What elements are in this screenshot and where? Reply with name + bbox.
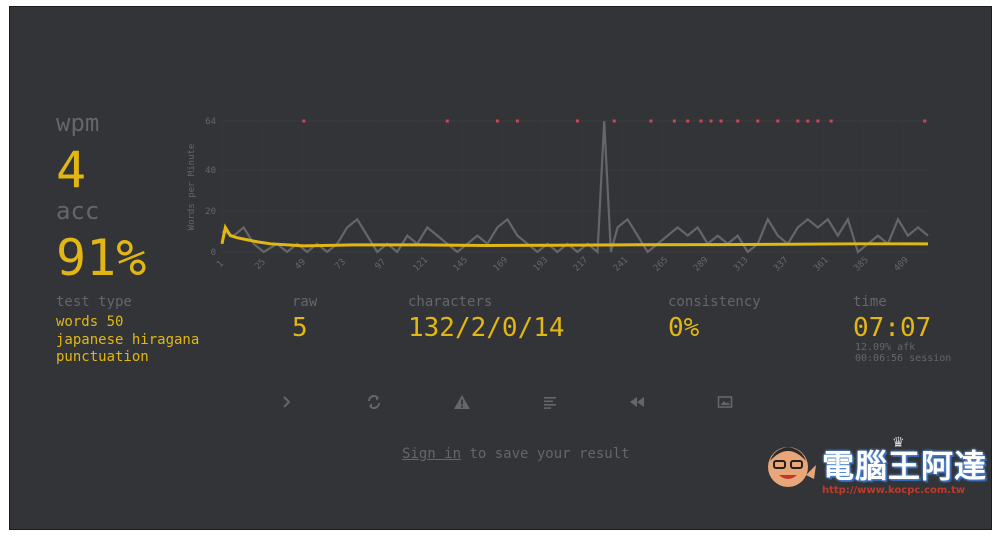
x-tick-label: 121: [412, 255, 431, 274]
x-tick-label: 385: [852, 255, 871, 274]
afk-percent: 12.09% afk: [855, 342, 916, 353]
mascot-icon: [768, 447, 816, 487]
x-tick-label: 337: [772, 255, 791, 274]
wpm-value: 4: [56, 141, 87, 199]
time-details: 12.09% afk 00:06:56 session: [855, 342, 951, 364]
y-tick-label: 64: [205, 117, 216, 127]
error-point: [302, 119, 306, 123]
acc-label: acc: [56, 197, 100, 225]
error-point: [495, 119, 499, 123]
consistency-label: consistency: [668, 294, 761, 310]
report-icon: [454, 395, 470, 409]
x-tick-label: 193: [532, 255, 551, 274]
test-type-values: words 50 japanese hiragana punctuation: [56, 314, 199, 367]
watermark-logo: 電腦王阿達 http://www.kocpc.com.tw ♛: [762, 435, 987, 499]
error-point: [829, 119, 833, 123]
error-point: [806, 119, 810, 123]
x-tick-label: 25: [253, 257, 268, 272]
x-tick-label: 97: [373, 257, 388, 272]
raw-value: 5: [292, 313, 308, 343]
error-point: [612, 119, 616, 123]
raw-series-line: [221, 120, 929, 255]
y-tick-label: 0: [211, 248, 216, 258]
wpm-series-line: [220, 223, 928, 248]
x-tick-label: 73: [333, 257, 348, 272]
error-point: [816, 119, 820, 123]
wpm-label: wpm: [56, 109, 100, 137]
y-axis-title: Words per Minute: [187, 144, 197, 231]
x-tick-label: 289: [692, 255, 711, 274]
watermark-text: 電腦王阿達: [822, 447, 988, 485]
x-tick-label: 1: [215, 259, 226, 270]
characters-label: characters: [408, 294, 493, 310]
time-value: 07:07: [853, 313, 932, 343]
y-tick-label: 40: [205, 166, 216, 176]
screenshot-icon: [717, 396, 733, 408]
sign-in-message: Sign in to save your result: [402, 446, 630, 462]
wpm-chart: 6440200101254973971211451691932172412652…: [187, 117, 929, 274]
error-point: [649, 119, 653, 123]
screenshot-button[interactable]: [714, 391, 736, 413]
next-test-button[interactable]: [276, 391, 298, 413]
time-label: time: [853, 294, 887, 310]
error-point: [709, 119, 713, 123]
x-tick-label: 241: [612, 255, 631, 274]
error-point: [672, 119, 676, 123]
acc-value: 91%: [56, 229, 147, 287]
error-point: [686, 119, 690, 123]
report-quote-button[interactable]: [451, 391, 473, 413]
error-point: [776, 119, 780, 123]
session-time: 00:06:56 session: [855, 353, 952, 364]
replay-button[interactable]: [626, 391, 648, 413]
x-tick-label: 409: [892, 255, 911, 274]
crown-icon: ♛: [892, 435, 905, 451]
characters-value: 132/2/0/14: [408, 313, 565, 343]
raw-label: raw: [292, 294, 318, 310]
restart-test-button[interactable]: [363, 391, 385, 413]
sign-in-link[interactable]: Sign in: [402, 446, 462, 462]
error-point: [719, 119, 723, 123]
test-type-label: test type: [56, 294, 132, 310]
x-tick-label: 145: [452, 255, 471, 274]
y-tick-label: 20: [205, 207, 216, 217]
watermark-url: http://www.kocpc.com.tw: [822, 485, 966, 496]
error-point: [515, 119, 519, 123]
error-point: [576, 119, 580, 123]
replay-icon: [630, 397, 644, 407]
sign-in-rest: to save your result: [461, 446, 630, 462]
error-point: [736, 119, 740, 123]
test-type-line: punctuation: [56, 349, 149, 365]
x-tick-label: 49: [293, 257, 308, 272]
error-point: [756, 119, 760, 123]
x-tick-label: 313: [732, 255, 751, 274]
error-point: [796, 119, 800, 123]
error-point: [923, 119, 927, 123]
x-tick-label: 265: [652, 255, 671, 274]
test-type-line: japanese hiragana: [56, 331, 200, 348]
result-screen: wpm 4 acc 91% 64402001012549739712114516…: [9, 6, 992, 530]
x-tick-label: 169: [492, 255, 511, 274]
x-tick-label: 361: [812, 255, 831, 274]
test-type-line: words 50: [56, 314, 124, 330]
consistency-value: 0%: [668, 313, 700, 343]
words-history-icon: [544, 397, 556, 409]
next-test-icon: [283, 396, 291, 408]
restart-icon: [368, 395, 380, 409]
x-tick-label: 217: [572, 255, 591, 274]
error-point: [699, 119, 703, 123]
words-history-button[interactable]: [539, 391, 561, 413]
error-point: [445, 119, 449, 123]
